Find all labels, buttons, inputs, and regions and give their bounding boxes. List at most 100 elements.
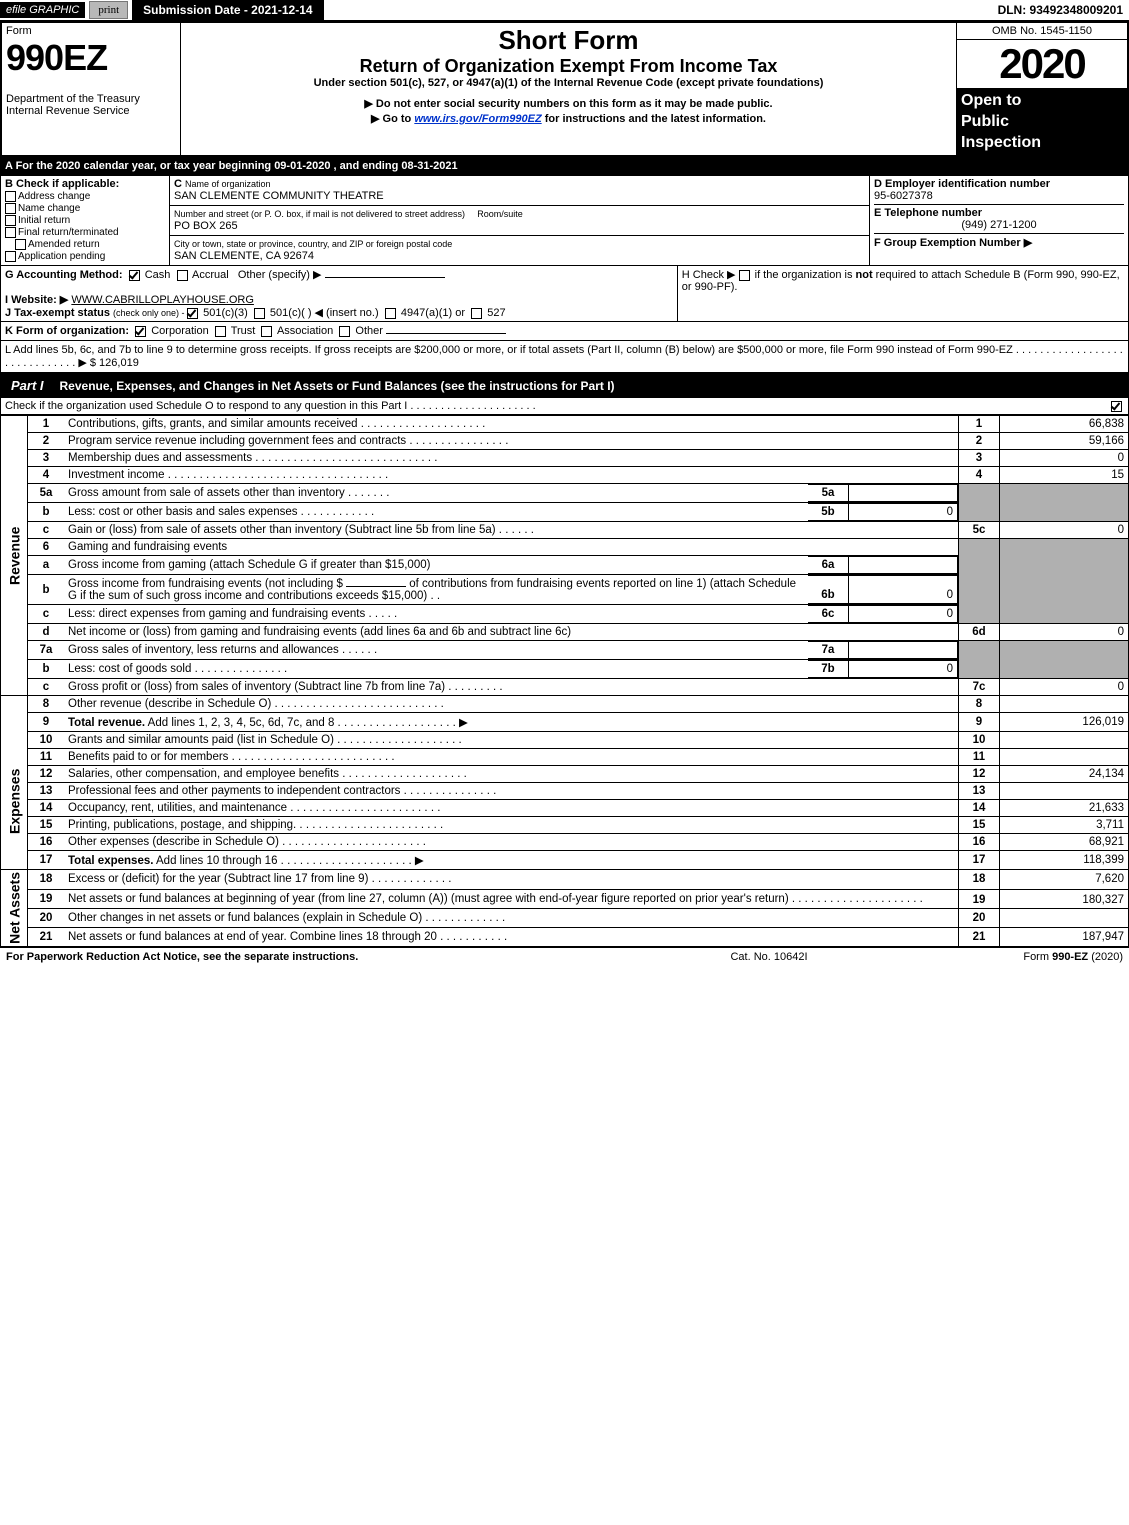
sn-5a: 5a bbox=[808, 485, 849, 502]
grey-6v bbox=[1000, 539, 1129, 624]
cn-19: 19 bbox=[959, 889, 1000, 908]
print-button[interactable]: print bbox=[89, 1, 128, 19]
under-section-text: Under section 501(c), 527, or 4947(a)(1)… bbox=[185, 77, 952, 89]
b-opt-pending[interactable]: Application pending bbox=[5, 251, 165, 262]
ln-7c: c bbox=[28, 679, 65, 696]
checkbox-icon[interactable] bbox=[5, 191, 16, 202]
section-a-bar: A For the 2020 calendar year, or tax yea… bbox=[0, 157, 1129, 175]
val-9: 126,019 bbox=[1000, 713, 1129, 732]
desc-2: Program service revenue including govern… bbox=[64, 433, 959, 450]
irs-link[interactable]: www.irs.gov/Form990EZ bbox=[414, 113, 541, 125]
sv-5a bbox=[849, 485, 958, 502]
e-label: E Telephone number bbox=[874, 204, 1124, 219]
desc-14: Occupancy, rent, utilities, and maintena… bbox=[64, 800, 959, 817]
c-city-cell: City or town, state or province, country… bbox=[170, 236, 870, 266]
cn-4: 4 bbox=[959, 467, 1000, 484]
desc-5c: Gain or (loss) from sale of assets other… bbox=[64, 522, 959, 539]
b-opt4-label: Final return/terminated bbox=[18, 227, 119, 238]
opt-other: Other (specify) ▶ bbox=[238, 269, 322, 281]
desc-8: Other revenue (describe in Schedule O) .… bbox=[64, 696, 959, 713]
cn-20: 20 bbox=[959, 908, 1000, 927]
footer-left: For Paperwork Reduction Act Notice, see … bbox=[6, 951, 515, 963]
val-12: 24,134 bbox=[1000, 766, 1129, 783]
checkbox-icon[interactable] bbox=[739, 270, 750, 281]
c-letter: C bbox=[174, 178, 185, 190]
checkbox-icon[interactable] bbox=[5, 203, 16, 214]
website-url: WWW.CABRILLOPLAYHOUSE.ORG bbox=[71, 294, 254, 306]
k-other: Other bbox=[355, 325, 383, 337]
ln-18: 18 bbox=[28, 870, 65, 889]
checkbox-icon[interactable] bbox=[5, 251, 16, 262]
j-4947: 4947(a)(1) or bbox=[401, 307, 465, 319]
desc-20: Other changes in net assets or fund bala… bbox=[64, 908, 959, 927]
val-7c: 0 bbox=[1000, 679, 1129, 696]
grey-7 bbox=[959, 641, 1000, 679]
checkbox-icon[interactable] bbox=[261, 326, 272, 337]
checkbox-icon[interactable] bbox=[187, 308, 198, 319]
ln-6c: c bbox=[28, 605, 65, 624]
grey-7v bbox=[1000, 641, 1129, 679]
cn-1: 1 bbox=[959, 416, 1000, 433]
j-c3: 501(c)(3) bbox=[203, 307, 248, 319]
ln-5b: b bbox=[28, 503, 65, 522]
val-13 bbox=[1000, 783, 1129, 800]
checkbox-icon[interactable] bbox=[339, 326, 350, 337]
top-bar: efile GRAPHIC print Submission Date - 20… bbox=[0, 0, 1129, 21]
desc-6: Gaming and fundraising events bbox=[64, 539, 959, 556]
checkbox-icon[interactable] bbox=[471, 308, 482, 319]
sv-6c: 0 bbox=[849, 606, 958, 623]
c-street-label: Number and street (or P. O. box, if mail… bbox=[174, 209, 465, 219]
b-opt-final[interactable]: Final return/terminated bbox=[5, 227, 165, 238]
b-opt-name[interactable]: Name change bbox=[5, 203, 165, 214]
checkbox-icon[interactable] bbox=[215, 326, 226, 337]
title-cell: Short Form Return of Organization Exempt… bbox=[181, 22, 957, 156]
i-label: I Website: ▶ bbox=[5, 294, 68, 306]
checkbox-icon[interactable] bbox=[129, 270, 140, 281]
checkbox-icon[interactable] bbox=[1111, 401, 1122, 412]
grey-6 bbox=[959, 539, 1000, 624]
checkbox-icon[interactable] bbox=[15, 239, 26, 250]
sv-7a bbox=[849, 642, 958, 659]
checkbox-icon[interactable] bbox=[254, 308, 265, 319]
b-opt-amended[interactable]: Amended return bbox=[5, 239, 165, 250]
h-pre: H Check ▶ bbox=[682, 269, 739, 281]
cn-18: 18 bbox=[959, 870, 1000, 889]
f-label-text: F Group Exemption Number ▶ bbox=[874, 237, 1032, 249]
g-cell: G Accounting Method: Cash Accrual Other … bbox=[1, 266, 678, 322]
ln-15: 15 bbox=[28, 817, 65, 834]
desc-13: Professional fees and other payments to … bbox=[64, 783, 959, 800]
checkbox-icon[interactable] bbox=[5, 215, 16, 226]
dln-text: DLN: 93492348009201 bbox=[992, 1, 1129, 19]
d-label: D Employer identification number bbox=[874, 178, 1124, 190]
sn-7b: 7b bbox=[808, 661, 849, 678]
cn-21: 21 bbox=[959, 928, 1000, 947]
desc-17: Total expenses. Add lines 10 through 16 … bbox=[64, 851, 959, 870]
ln-1: 1 bbox=[28, 416, 65, 433]
f-label: F Group Exemption Number ▶ bbox=[874, 233, 1124, 249]
sn-7a: 7a bbox=[808, 642, 849, 659]
ln-5a: 5a bbox=[28, 484, 65, 503]
footer-right-form: 990-EZ bbox=[1052, 951, 1088, 963]
part1-header: Part I Revenue, Expenses, and Changes in… bbox=[0, 373, 1129, 398]
open-l1: Open to bbox=[961, 91, 1123, 112]
b-opt-initial[interactable]: Initial return bbox=[5, 215, 165, 226]
main-table: Revenue 1 Contributions, gifts, grants, … bbox=[0, 415, 1129, 947]
ln-12: 12 bbox=[28, 766, 65, 783]
checkbox-icon[interactable] bbox=[135, 326, 146, 337]
ln-5c: c bbox=[28, 522, 65, 539]
j-527: 527 bbox=[487, 307, 505, 319]
c-street-cell: Number and street (or P. O. box, if mail… bbox=[170, 206, 870, 236]
cn-5c: 5c bbox=[959, 522, 1000, 539]
checkbox-icon[interactable] bbox=[5, 227, 16, 238]
desc-6a-wrap: Gross income from gaming (attach Schedul… bbox=[64, 556, 959, 575]
short-form-title: Short Form bbox=[185, 25, 952, 56]
checkbox-icon[interactable] bbox=[177, 270, 188, 281]
cn-11: 11 bbox=[959, 749, 1000, 766]
cn-17: 17 bbox=[959, 851, 1000, 870]
val-17: 118,399 bbox=[1000, 851, 1129, 870]
submission-date-button[interactable]: Submission Date - 2021-12-14 bbox=[132, 0, 323, 20]
b-opt-address[interactable]: Address change bbox=[5, 191, 165, 202]
checkbox-icon[interactable] bbox=[385, 308, 396, 319]
val-14: 21,633 bbox=[1000, 800, 1129, 817]
gh-table: G Accounting Method: Cash Accrual Other … bbox=[0, 266, 1129, 322]
